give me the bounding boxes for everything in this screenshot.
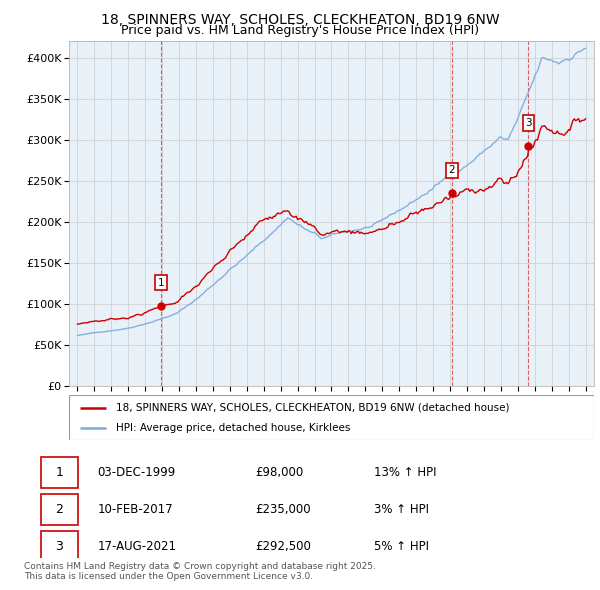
Text: 3: 3 [525,118,532,128]
Text: 03-DEC-1999: 03-DEC-1999 [97,466,176,479]
Text: 13% ↑ HPI: 13% ↑ HPI [374,466,436,479]
Text: 17-AUG-2021: 17-AUG-2021 [97,540,176,553]
FancyBboxPatch shape [41,457,77,488]
Text: 18, SPINNERS WAY, SCHOLES, CLECKHEATON, BD19 6NW (detached house): 18, SPINNERS WAY, SCHOLES, CLECKHEATON, … [116,403,510,412]
Text: £98,000: £98,000 [255,466,304,479]
Text: 3: 3 [55,540,63,553]
Text: 5% ↑ HPI: 5% ↑ HPI [374,540,428,553]
Text: 10-FEB-2017: 10-FEB-2017 [97,503,173,516]
Text: Price paid vs. HM Land Registry's House Price Index (HPI): Price paid vs. HM Land Registry's House … [121,24,479,37]
Text: 18, SPINNERS WAY, SCHOLES, CLECKHEATON, BD19 6NW: 18, SPINNERS WAY, SCHOLES, CLECKHEATON, … [101,13,499,27]
Text: £292,500: £292,500 [255,540,311,553]
Text: 2: 2 [449,165,455,175]
Text: 2: 2 [55,503,63,516]
Text: 1: 1 [55,466,63,479]
Text: 1: 1 [157,278,164,288]
FancyBboxPatch shape [41,494,77,525]
Text: Contains HM Land Registry data © Crown copyright and database right 2025.
This d: Contains HM Land Registry data © Crown c… [24,562,376,581]
Text: £235,000: £235,000 [255,503,311,516]
Text: HPI: Average price, detached house, Kirklees: HPI: Average price, detached house, Kirk… [116,424,350,434]
FancyBboxPatch shape [69,395,594,440]
FancyBboxPatch shape [41,530,77,562]
Text: 3% ↑ HPI: 3% ↑ HPI [374,503,428,516]
